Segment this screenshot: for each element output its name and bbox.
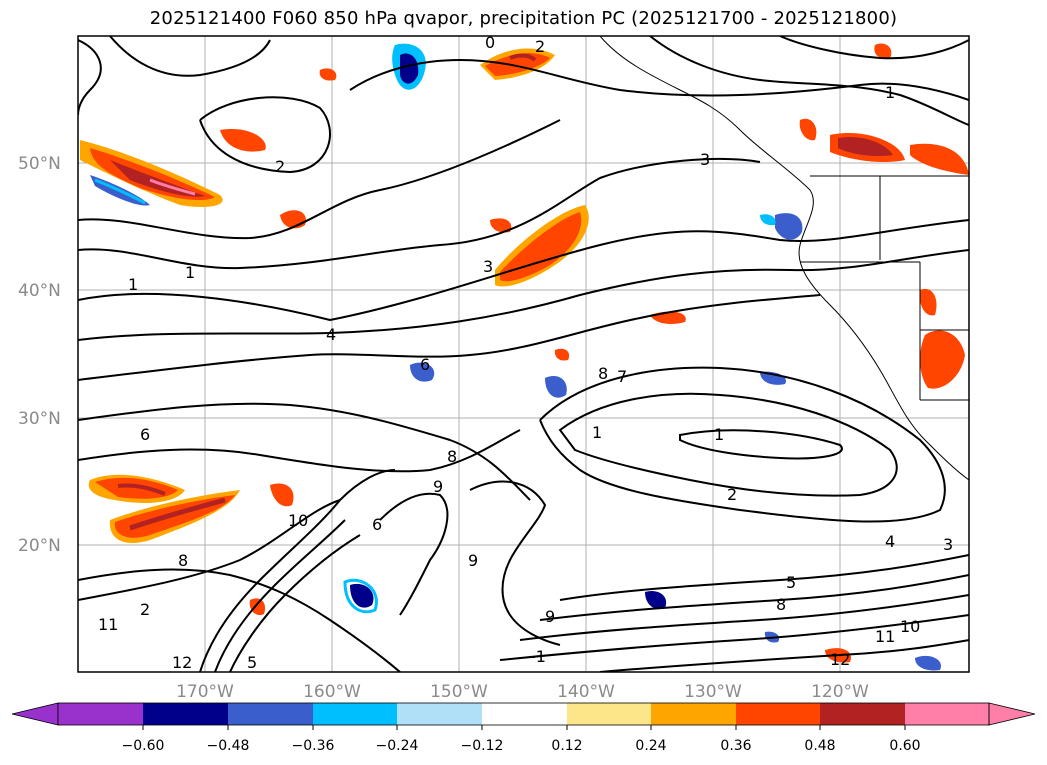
graticule: [78, 36, 969, 672]
contour-label: 10: [288, 511, 308, 530]
qvapor-contours: [78, 36, 969, 672]
colorbar-tick-label: −0.12: [461, 738, 504, 754]
lon-label-170w: 170°W: [176, 682, 234, 702]
contour-label: 3: [700, 150, 710, 169]
contour-label-group: 0 1 1 1 2 2 3 3 4 6 6 6 7 8 8 8 9 9 9 10…: [98, 33, 953, 672]
contour-label: 9: [433, 477, 443, 496]
lon-label-140w: 140°W: [557, 682, 615, 702]
lat-label-40n: 40°N: [18, 281, 61, 301]
contour-label: 3: [943, 535, 953, 554]
contour-label: 10: [900, 617, 920, 636]
contour-label: 8: [178, 551, 188, 570]
contour-label: 2: [275, 157, 285, 176]
colorbar-extend-high: [988, 702, 1036, 726]
longitude-labels: 170°W 160°W 150°W 140°W 130°W 120°W: [176, 682, 869, 702]
colorbar-tick-label: −0.24: [376, 738, 419, 754]
contour-label: 9: [545, 607, 555, 626]
contour-label: 5: [247, 653, 257, 672]
contour-label: 4: [885, 532, 895, 551]
colorbar-tick-label: 0.24: [635, 738, 666, 754]
colorbar-tick-label: −0.48: [207, 738, 250, 754]
contour-label: 3: [483, 257, 493, 276]
precip-anomaly-fill: [80, 43, 969, 671]
contour-label: 5: [786, 573, 796, 592]
contour-label: 2: [535, 37, 545, 56]
colorbar-tick-label: −0.60: [122, 738, 165, 754]
colorbar-segment: [905, 703, 989, 725]
contour-label: 12: [830, 650, 850, 669]
colorbar-segment: [736, 703, 820, 725]
colorbar-tick-label: 0.12: [551, 738, 582, 754]
contour-label: 8: [447, 447, 457, 466]
lon-label-160w: 160°W: [303, 682, 361, 702]
colorbar-segment: [397, 703, 482, 725]
contour-label: 6: [372, 515, 382, 534]
colorbar-frame: [57, 702, 990, 726]
colorbar-segment: [567, 703, 651, 725]
lon-label-130w: 130°W: [684, 682, 742, 702]
map-title: 2025121400 F060 850 hPa qvapor, precipit…: [149, 8, 898, 29]
colorbar-extend-low: [11, 702, 59, 726]
plot-frame: [77, 35, 970, 673]
contour-label: 1: [128, 275, 138, 294]
contour-label: 1: [185, 263, 195, 282]
colorbar-segment: [482, 703, 567, 725]
contour-label: 6: [140, 425, 150, 444]
lat-label-20n: 20°N: [18, 536, 61, 556]
contour-label: 1: [592, 423, 602, 442]
latitude-labels: 50°N 40°N 30°N 20°N: [18, 154, 61, 556]
contour-label: 7: [617, 367, 627, 386]
contour-label: 11: [875, 627, 895, 646]
lon-label-120w: 120°W: [811, 682, 869, 702]
contour-label: 6: [420, 355, 430, 374]
colorbar-tick-label: 0.60: [889, 738, 920, 754]
colorbar-segment: [58, 703, 143, 725]
colorbar-segment: [820, 703, 905, 725]
contour-label: -1: [530, 647, 546, 666]
contour-label: 0: [485, 33, 495, 52]
contour-label: 1: [714, 425, 724, 444]
colorbar-segment: [651, 703, 736, 725]
lat-label-30n: 30°N: [18, 409, 61, 429]
plot-area: [78, 36, 969, 672]
contour-label: 1: [885, 83, 895, 102]
coastlines: [599, 36, 969, 481]
contour-label: 4: [326, 325, 336, 344]
contour-label: 12: [172, 653, 192, 672]
colorbar-segment: [228, 703, 313, 725]
colorbar-tick-label: 0.36: [720, 738, 751, 754]
colorbar-tick-label: −0.36: [292, 738, 335, 754]
contour-label: 2: [140, 600, 150, 619]
colorbar: −0.60 −0.48 −0.36 −0.24 −0.12 0.12 0.24 …: [11, 702, 1036, 754]
colorbar-tick-label: 0.48: [804, 738, 835, 754]
contour-label: 9: [468, 551, 478, 570]
lon-label-150w: 150°W: [430, 682, 488, 702]
contour-label: 8: [776, 595, 786, 614]
contour-label: 8: [598, 364, 608, 383]
colorbar-segment: [143, 703, 228, 725]
lat-label-50n: 50°N: [18, 154, 61, 174]
contour-label: 2: [727, 485, 737, 504]
colorbar-segment: [313, 703, 397, 725]
contour-label: 11: [98, 615, 118, 634]
